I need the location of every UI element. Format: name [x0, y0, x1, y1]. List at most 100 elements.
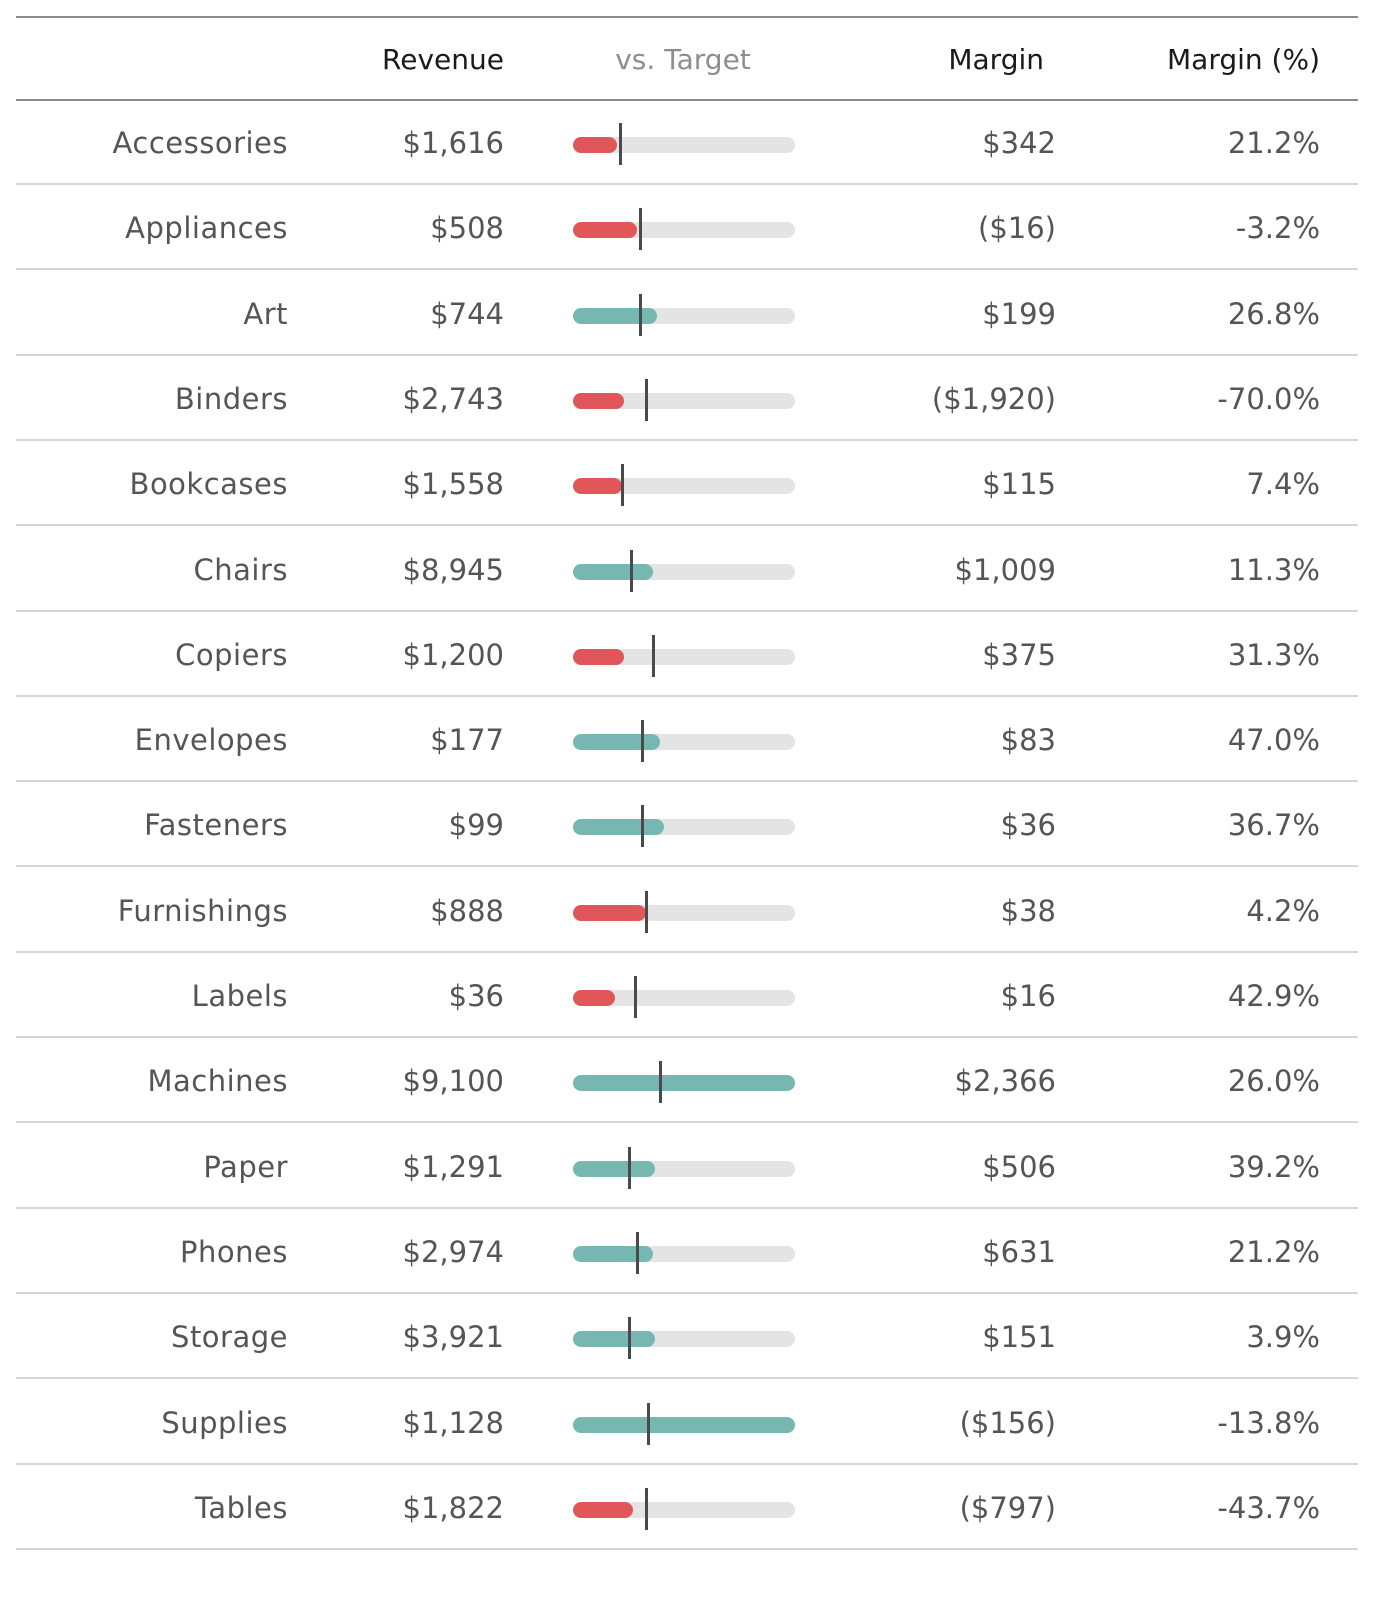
revenue-value: $8,945 [402, 552, 504, 587]
target-marker [634, 976, 638, 1018]
table-row[interactable]: Copiers $1,200 $375 31.3% [16, 613, 1358, 697]
row-divider [16, 524, 1358, 527]
margin-value: $375 [982, 637, 1056, 672]
target-bullet-bar [573, 1039, 795, 1123]
revenue-value: $2,974 [402, 1234, 504, 1269]
table-row[interactable]: Bookcases $1,558 $115 7.4% [16, 442, 1358, 527]
table-row[interactable]: Binders $2,743 ($1,920) -70.0% [16, 357, 1358, 441]
table-row[interactable]: Phones $2,974 $631 21.2% [16, 1210, 1358, 1294]
header-revenue[interactable]: Revenue [382, 43, 504, 76]
table-row[interactable]: Labels $36 $16 42.9% [16, 954, 1358, 1038]
category-name: Paper [203, 1149, 288, 1184]
table-row[interactable]: Chairs $8,945 $1,009 11.3% [16, 528, 1358, 612]
table-row[interactable]: Fasteners $99 $36 36.7% [16, 783, 1358, 868]
table-row[interactable]: Envelopes $177 $83 47.0% [16, 698, 1358, 783]
margin-value: $16 [1000, 979, 1056, 1013]
margin-value: $36 [1000, 808, 1056, 843]
revenue-value: $1,822 [402, 1490, 504, 1525]
row-divider [16, 780, 1358, 783]
bar-fill [573, 1331, 656, 1348]
margin-pct-value: 21.2% [1227, 1234, 1320, 1269]
margin-pct-value: 26.0% [1227, 1064, 1320, 1099]
target-marker [645, 1487, 649, 1530]
header-margin-pct[interactable]: Margin (%) [1167, 43, 1320, 76]
row-divider [16, 438, 1358, 441]
margin-pct-value: 21.2% [1227, 126, 1320, 160]
top-rule [16, 16, 1358, 18]
category-name: Accessories [112, 126, 288, 160]
revenue-value: $744 [430, 296, 504, 331]
target-marker [645, 890, 649, 933]
revenue-value: $1,200 [402, 637, 504, 672]
category-name: Supplies [161, 1405, 288, 1440]
target-marker [651, 634, 655, 677]
category-name: Bookcases [129, 467, 288, 502]
margin-pct-value: -3.2% [1235, 211, 1320, 246]
target-marker [640, 720, 644, 763]
table-row[interactable]: Appliances $508 ($16) -3.2% [16, 186, 1358, 271]
table-row[interactable]: Tables $1,822 ($797) -43.7% [16, 1466, 1358, 1550]
row-divider [16, 609, 1358, 612]
row-divider [16, 183, 1358, 185]
target-bullet-bar [573, 272, 795, 356]
row-divider [16, 1377, 1358, 1380]
row-divider [16, 353, 1358, 356]
bar-fill [573, 1160, 656, 1177]
target-bullet-bar [573, 613, 795, 697]
revenue-value: $508 [430, 211, 504, 246]
target-bullet-bar [573, 869, 795, 953]
target-bullet-bar [573, 186, 795, 270]
margin-pct-value: 26.8% [1227, 296, 1320, 331]
margin-pct-value: 7.4% [1246, 467, 1320, 502]
row-divider [16, 1036, 1358, 1038]
target-bullet-bar [573, 1210, 795, 1294]
table-row[interactable]: Machines $9,100 $2,366 26.0% [16, 1039, 1358, 1124]
category-name: Phones [180, 1234, 288, 1269]
target-marker [620, 464, 624, 507]
table-row[interactable]: Art $744 $199 26.8% [16, 272, 1358, 356]
row-divider [16, 950, 1358, 953]
bar-fill [573, 1416, 795, 1433]
target-bullet-bar [573, 783, 795, 867]
target-marker [645, 378, 649, 421]
row-divider [16, 694, 1358, 697]
category-name: Furnishings [117, 893, 288, 928]
bar-fill [573, 1501, 633, 1518]
target-bullet-bar [573, 954, 795, 1038]
margin-value: ($16) [978, 211, 1056, 246]
margin-pct-value: 42.9% [1227, 979, 1320, 1013]
table-row[interactable]: Accessories $1,616 $342 21.2% [16, 101, 1358, 185]
row-divider [16, 1547, 1358, 1550]
bar-fill [573, 563, 653, 580]
margin-pct-value: -43.7% [1217, 1490, 1320, 1525]
revenue-value: $3,921 [402, 1320, 504, 1355]
table-row[interactable]: Paper $1,291 $506 39.2% [16, 1125, 1358, 1209]
target-bullet-bar [573, 528, 795, 612]
target-bullet-bar [573, 357, 795, 441]
bar-fill [573, 1075, 795, 1092]
revenue-value: $99 [448, 808, 504, 843]
table-row[interactable]: Furnishings $888 $38 4.2% [16, 869, 1358, 953]
revenue-value: $1,558 [402, 467, 504, 502]
header-vs-target[interactable]: vs. Target [615, 43, 751, 76]
category-name: Envelopes [134, 723, 288, 758]
table-row[interactable]: Supplies $1,128 ($156) -13.8% [16, 1381, 1358, 1465]
row-divider [16, 1206, 1358, 1209]
margin-value: $151 [982, 1320, 1056, 1355]
bar-track [573, 648, 795, 665]
row-divider [16, 268, 1358, 271]
row-divider [16, 1121, 1358, 1124]
header-rule [16, 99, 1358, 101]
revenue-value: $1,291 [402, 1149, 504, 1184]
revenue-value: $1,128 [402, 1405, 504, 1440]
bar-track [573, 990, 795, 1006]
revenue-value: $36 [448, 979, 504, 1013]
target-bullet-bar [573, 442, 795, 526]
bar-fill [573, 990, 616, 1006]
table-row[interactable]: Storage $3,921 $151 3.9% [16, 1295, 1358, 1380]
target-marker [618, 123, 622, 165]
margin-value: $2,366 [954, 1064, 1056, 1099]
header-margin[interactable]: Margin [948, 43, 1044, 76]
margin-pct-value: 31.3% [1227, 637, 1320, 672]
bar-track [573, 478, 795, 495]
